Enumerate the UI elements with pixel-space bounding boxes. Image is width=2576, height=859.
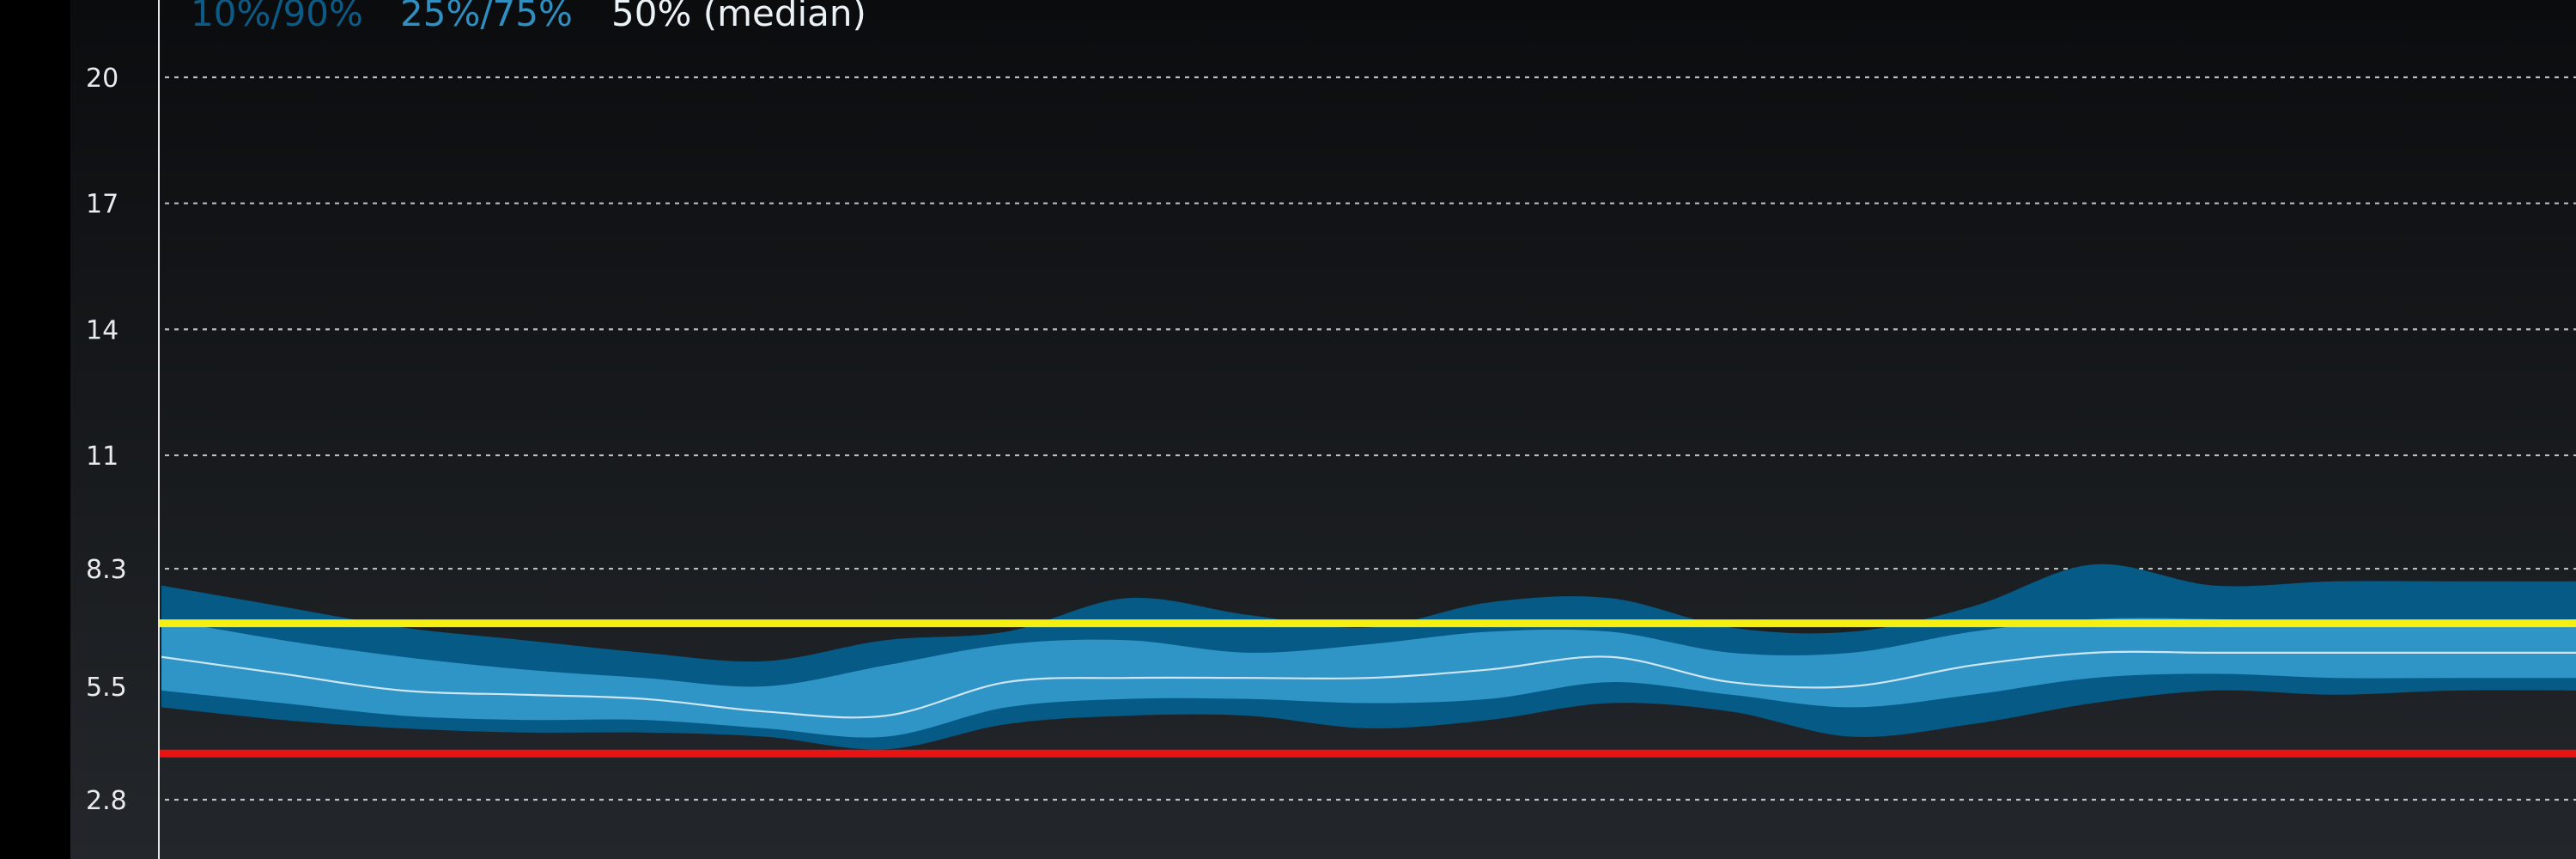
median-line	[161, 650, 2576, 719]
y-tick-label-3: 11	[86, 442, 118, 472]
legend: 10%/90% 25%/75% 50% (median)	[191, 0, 866, 34]
axis-gutter	[0, 0, 70, 859]
y-tick-label-4: 14	[86, 315, 118, 345]
legend-item-25-75: 25%/75%	[400, 0, 573, 34]
y-axis-ticks: 2.8 5.5 8.3 11 14 17 20	[86, 64, 127, 816]
legend-item-median: 50% (median)	[611, 0, 866, 34]
y-tick-label-6: 20	[86, 64, 118, 94]
threshold-lines	[160, 619, 2576, 758]
percentile-bands	[161, 564, 2576, 750]
y-tick-label-0: 2.8	[86, 786, 127, 816]
y-tick-label-1: 5.5	[86, 673, 127, 703]
y-tick-label-5: 17	[86, 190, 118, 220]
legend-item-10-90: 10%/90%	[191, 0, 363, 34]
y-tick-label-2: 8.3	[86, 555, 127, 585]
